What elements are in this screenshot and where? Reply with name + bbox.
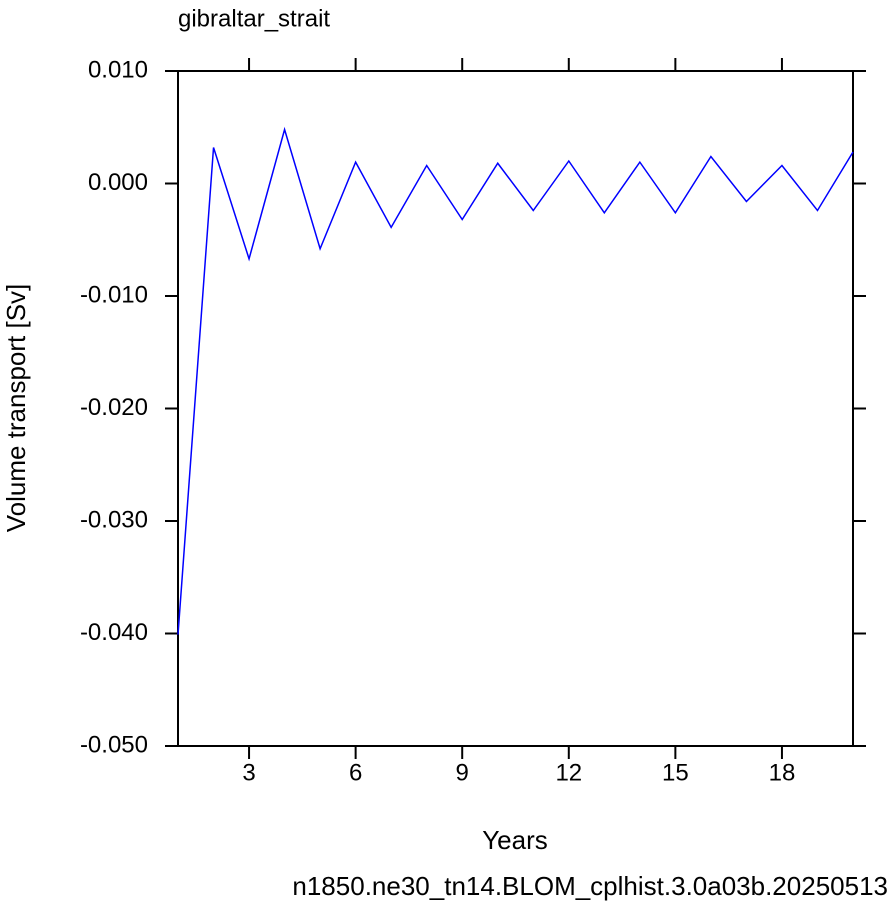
y-tick-label: -0.040 bbox=[80, 619, 148, 646]
line-series bbox=[177, 126, 854, 635]
y-tick-label: 0.000 bbox=[88, 169, 148, 196]
x-tick-label: 15 bbox=[662, 759, 689, 786]
y-tick-label: -0.020 bbox=[80, 394, 148, 421]
y-tick-label: -0.050 bbox=[80, 731, 148, 758]
x-tick-label: 3 bbox=[242, 759, 255, 786]
footer: n1850.ne30_tn14.BLOM_cplhist.3.0a03b.202… bbox=[292, 871, 888, 901]
y-tick-label: -0.010 bbox=[80, 281, 148, 308]
y-tick-label: -0.030 bbox=[80, 506, 148, 533]
y-axis-label: Volume transport [Sv] bbox=[1, 284, 31, 533]
x-axis-label: Years bbox=[482, 825, 548, 855]
y-tick-label: 0.010 bbox=[88, 56, 148, 83]
x-tick-label: 18 bbox=[769, 759, 796, 786]
x-tick-label: 12 bbox=[555, 759, 582, 786]
x-tick-label: 9 bbox=[456, 759, 469, 786]
chart-title: gibraltar_strait bbox=[178, 5, 330, 32]
plot-frame bbox=[177, 70, 854, 747]
x-tick-label: 6 bbox=[349, 759, 362, 786]
